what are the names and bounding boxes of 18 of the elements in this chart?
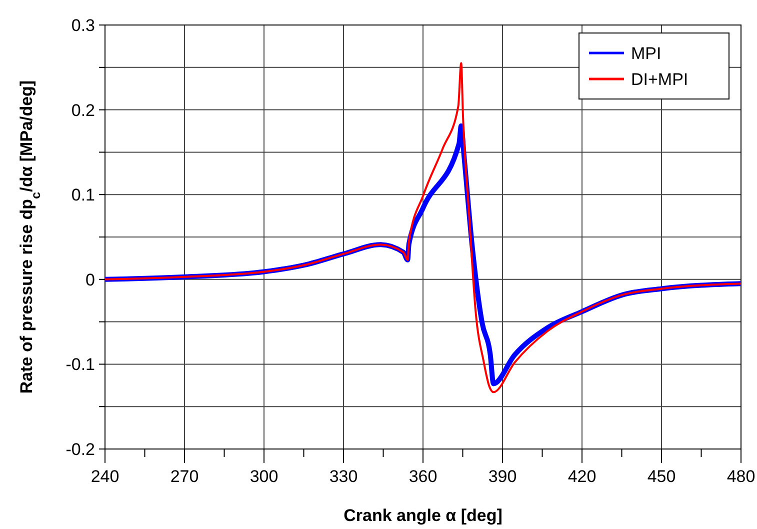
y-tick-label: 0.1 — [71, 186, 95, 205]
x-tick-label: 450 — [647, 467, 676, 486]
x-axis-title: Crank angle α [deg] — [344, 506, 502, 525]
x-tick-label: 360 — [408, 467, 438, 486]
x-tick-label: 270 — [170, 467, 199, 486]
y-tick-label: 0.3 — [71, 16, 95, 35]
y-tick-label: 0 — [86, 270, 95, 290]
x-tick-label: 240 — [90, 467, 120, 486]
y-tick-label: 0.2 — [71, 100, 95, 120]
y-tick-label: -0.2 — [66, 440, 95, 459]
x-tick-label: 480 — [726, 467, 756, 486]
x-tick-label: 390 — [488, 467, 517, 486]
x-tick-label: 420 — [568, 467, 596, 486]
y-tick-label: -0.1 — [66, 355, 95, 374]
legend-label: MPI — [631, 44, 662, 63]
x-tick-label: 330 — [329, 467, 358, 486]
x-tick-label: 300 — [250, 467, 278, 486]
legend-label: DI+MPI — [631, 70, 688, 89]
